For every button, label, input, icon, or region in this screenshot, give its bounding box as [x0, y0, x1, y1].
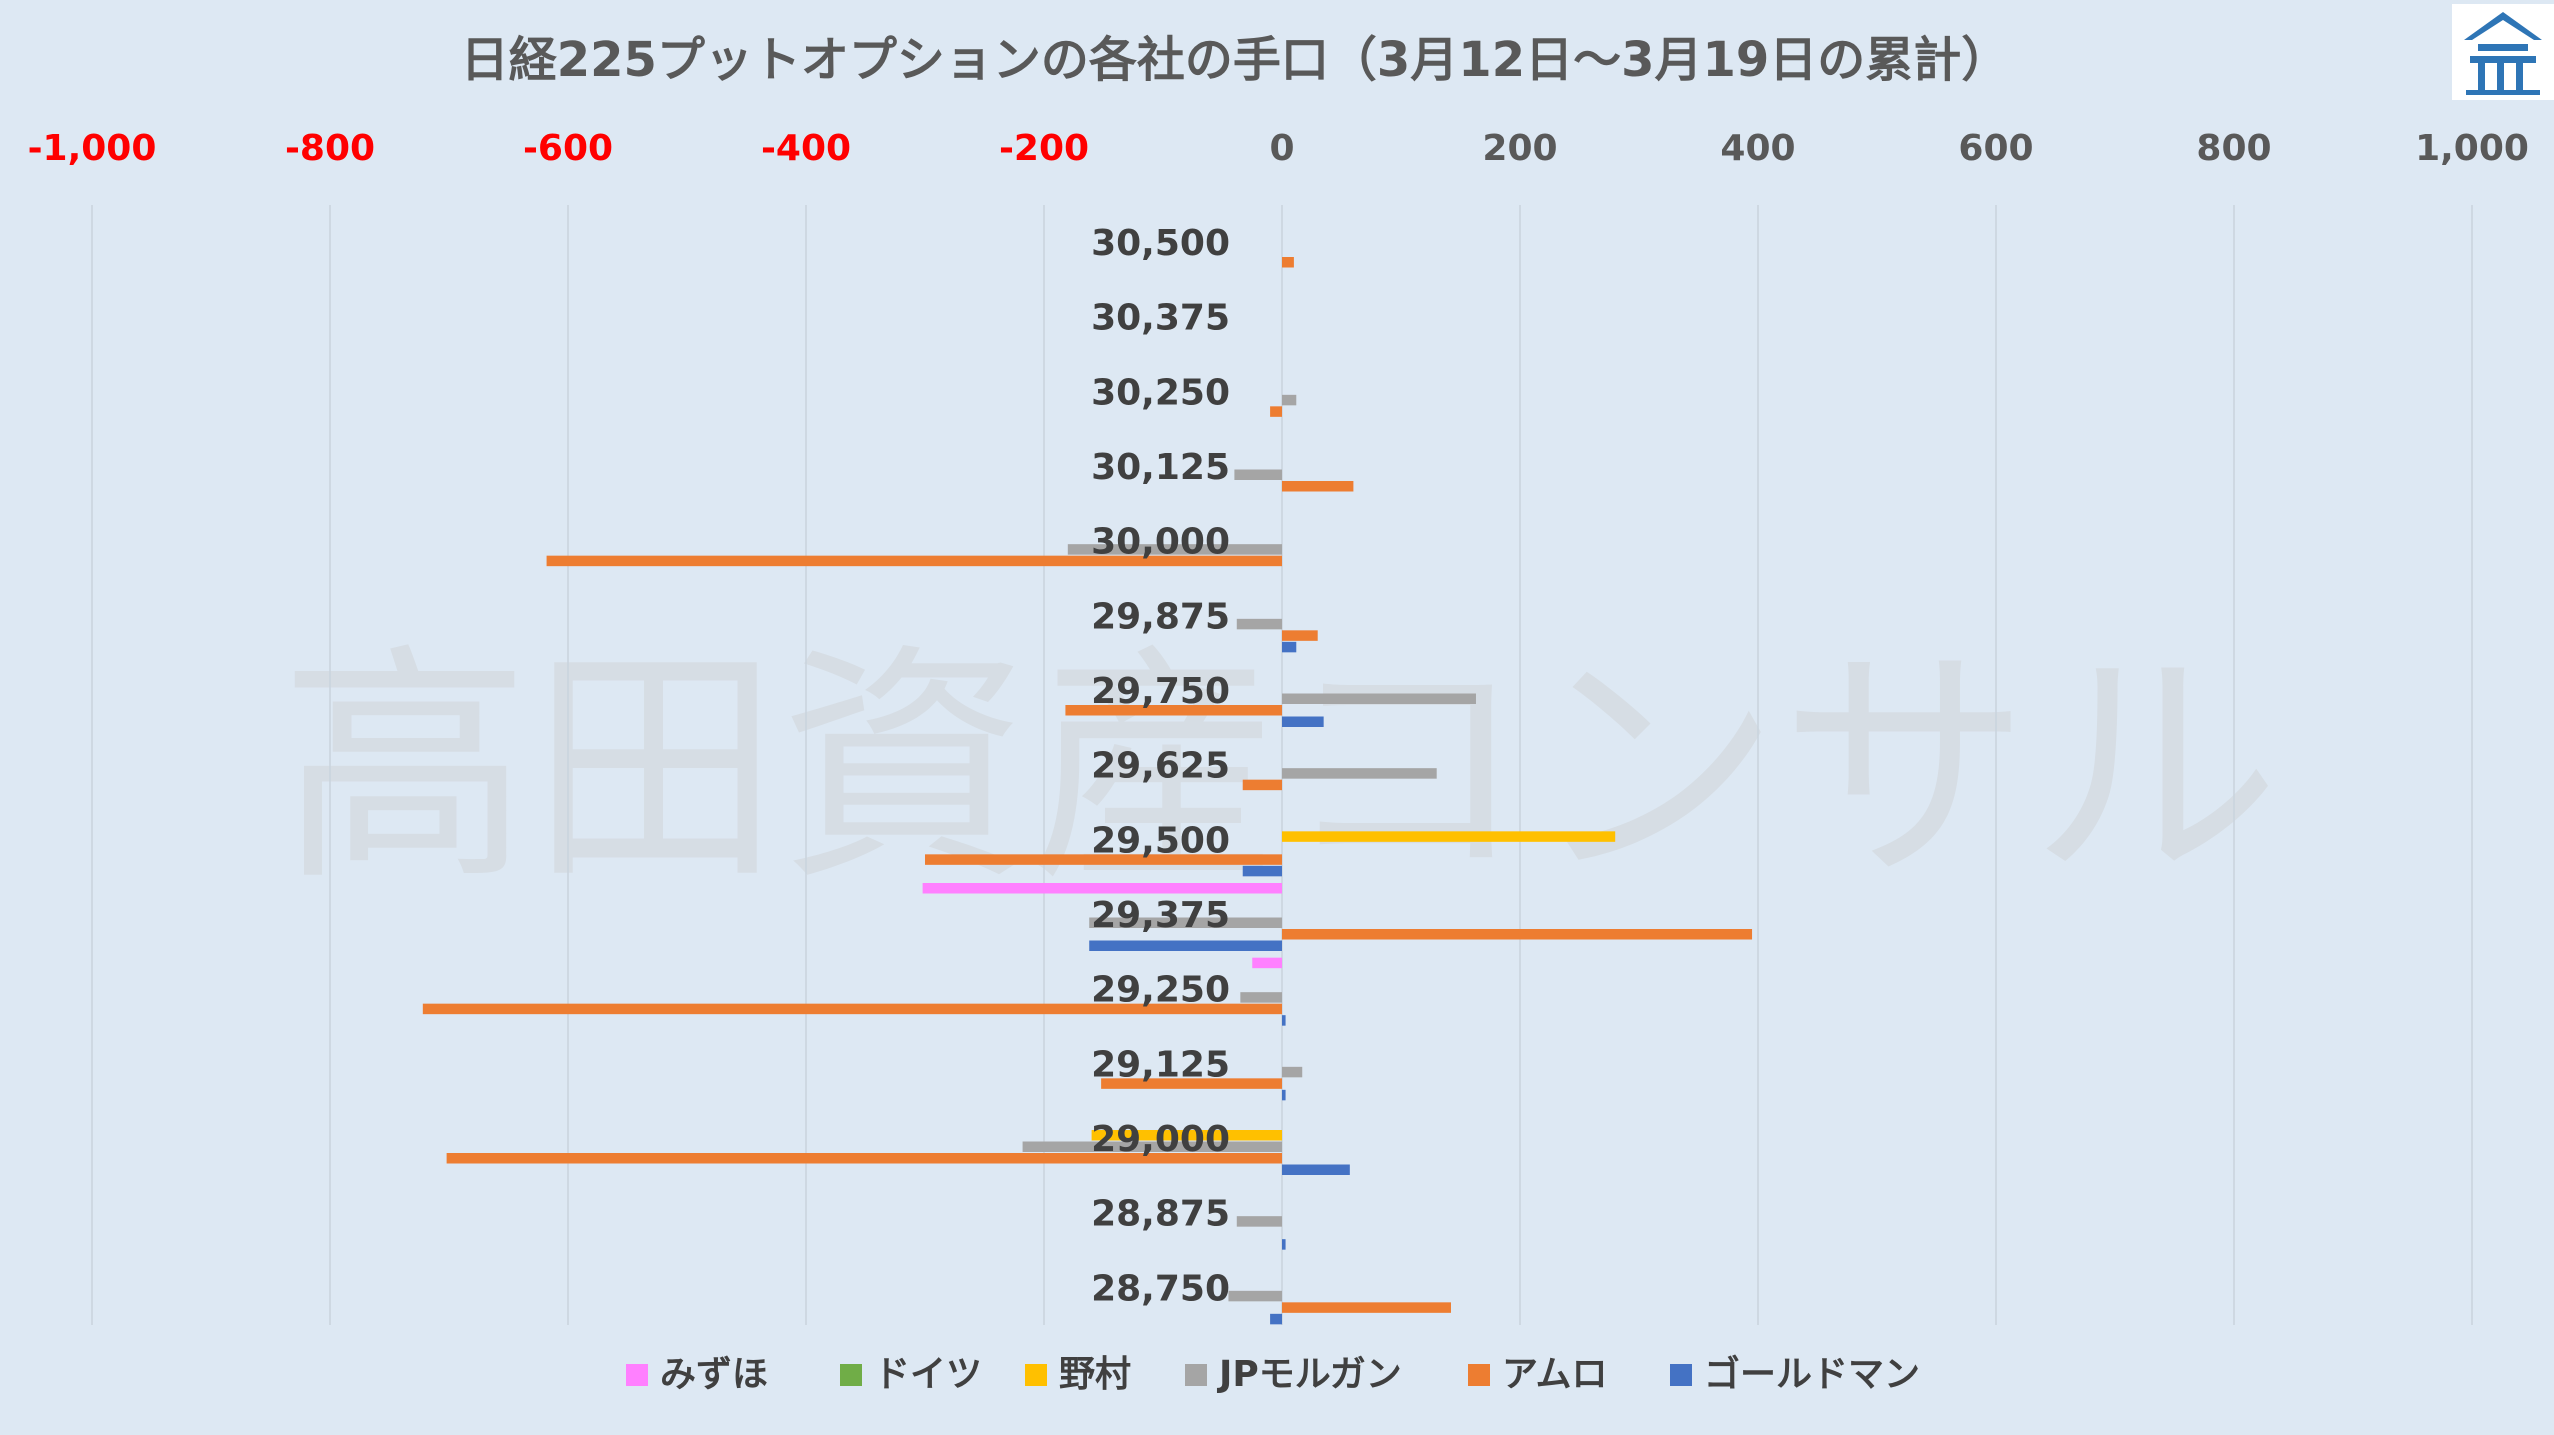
bar: [1242, 779, 1282, 791]
legend-swatch: [1670, 1364, 1692, 1386]
category-label: 28,750: [1091, 1268, 1230, 1309]
bar: [1252, 957, 1282, 969]
legend-label: 野村: [1059, 1354, 1131, 1395]
bar: [1065, 705, 1282, 716]
bar: [1091, 1130, 1282, 1141]
bar: [1101, 1078, 1282, 1089]
x-tick-label: -400: [761, 128, 851, 169]
x-tick-label: -1,000: [28, 128, 157, 169]
x-tick-label: 0: [1269, 128, 1294, 169]
legend-label: アムロ: [1502, 1354, 1607, 1395]
bar: [1236, 618, 1282, 630]
bar: [1242, 865, 1282, 877]
x-tick-label: -600: [523, 128, 613, 169]
bar: [1282, 257, 1294, 268]
category-label: 30,375: [1091, 298, 1230, 339]
bar: [546, 555, 1282, 567]
bar: [1282, 693, 1476, 704]
legend: みずほ ドイツ 野村 JPモルガン アムロ ゴールドマン: [626, 1353, 1920, 1395]
legend-swatch: [1468, 1364, 1490, 1386]
bar: [422, 1003, 1282, 1015]
bar: [1282, 1239, 1286, 1250]
x-tick-label: 1,000: [2415, 128, 2529, 169]
category-label: 29,250: [1091, 970, 1230, 1011]
x-tick-label: 600: [1958, 128, 2033, 169]
legend-label: ドイツ: [874, 1354, 982, 1395]
category-label: 30,250: [1091, 372, 1230, 413]
legend-swatch: [840, 1364, 862, 1386]
legend-label: JPモルガン: [1216, 1354, 1402, 1395]
bar: [1067, 544, 1282, 555]
bar: [1282, 1066, 1303, 1078]
x-tick-label: -200: [999, 128, 1089, 169]
legend-swatch: [1185, 1364, 1207, 1386]
category-label: 29,000: [1091, 1119, 1230, 1160]
bar: [1240, 992, 1282, 1003]
bar: [1089, 917, 1282, 928]
category-label: 28,875: [1091, 1194, 1230, 1235]
category-label: 29,750: [1091, 671, 1230, 712]
bar: [1282, 716, 1324, 727]
bar: [1228, 1290, 1282, 1302]
x-tick-label: 800: [2196, 128, 2271, 169]
legend-label: ゴールドマン: [1704, 1353, 1920, 1395]
category-label: 29,375: [1091, 895, 1230, 936]
bar: [1282, 481, 1354, 492]
category-label: 30,125: [1091, 447, 1230, 488]
watermark-text: 高田資産コンサル: [280, 623, 2280, 914]
bars-layer: [422, 257, 1753, 1325]
bar: [922, 883, 1282, 894]
house-logo-icon: [2452, 4, 2554, 100]
grid-layer: [91, 205, 2473, 1325]
bar: [1282, 831, 1616, 842]
bar: [1270, 1313, 1282, 1325]
bar: [1282, 1164, 1350, 1175]
category-label: 30,000: [1091, 522, 1230, 563]
bar: [1282, 1302, 1451, 1313]
bar: [1282, 630, 1318, 641]
legend-label: みずほ: [660, 1354, 768, 1395]
bar: [1022, 1141, 1282, 1152]
bar: [446, 1153, 1282, 1164]
legend-swatch: [1025, 1364, 1047, 1386]
bar: [1089, 940, 1282, 951]
bar: [1282, 1015, 1286, 1026]
bar: [1236, 1216, 1282, 1227]
x-tick-label: 400: [1720, 128, 1795, 169]
bar: [1282, 929, 1753, 940]
bar: [1282, 768, 1437, 779]
category-labels: 30,500 30,375 30,250 30,125 30,000 29,875 29,7…: [1091, 223, 1230, 1309]
bar: [1282, 641, 1297, 653]
category-label: 29,125: [1091, 1044, 1230, 1085]
bar: [925, 854, 1282, 865]
bar: [1234, 469, 1282, 480]
bar: [1270, 406, 1282, 417]
x-axis-ticks: -1,000 -800 -600 -400 -200 0 200 400 600 800 1,000: [28, 128, 2529, 169]
x-tick-label: 200: [1482, 128, 1557, 169]
chart-title: 日経225プットオプションの各社の手口（3月12日～3月19日の累計）: [461, 32, 2010, 88]
category-label: 29,500: [1091, 820, 1230, 861]
x-tick-label: -800: [285, 128, 375, 169]
category-label: 29,625: [1091, 746, 1230, 787]
legend-swatch: [626, 1364, 648, 1386]
category-label: 29,875: [1091, 596, 1230, 637]
bar: [1282, 394, 1297, 406]
bar: [1282, 1089, 1286, 1101]
category-label: 30,500: [1091, 223, 1230, 264]
